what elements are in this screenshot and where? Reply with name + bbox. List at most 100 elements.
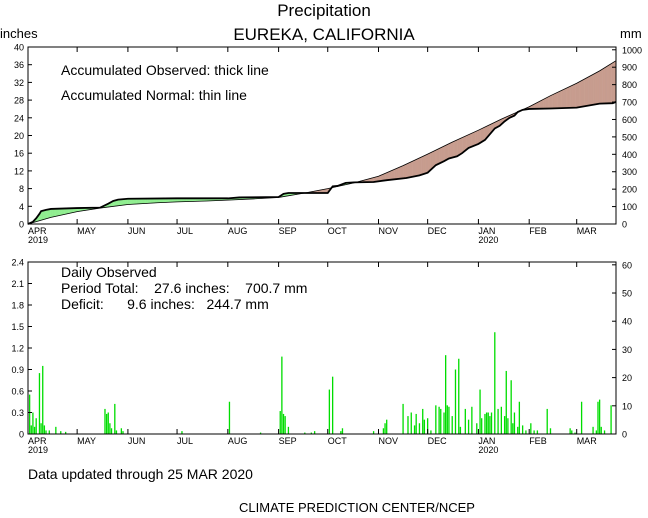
daily-precip-bar: [122, 431, 124, 434]
daily-precip-bar: [610, 405, 612, 434]
daily-precip-bar: [313, 431, 316, 434]
axis-tick-label: 0.9: [11, 365, 24, 375]
daily-precip-bar: [503, 416, 506, 434]
month-label: MAR: [577, 436, 598, 446]
daily-precip-bar: [328, 389, 331, 434]
daily-precip-bar: [426, 418, 429, 434]
daily-precip-bar: [518, 401, 521, 434]
axis-tick-label: 700: [622, 98, 637, 108]
daily-precip-bar: [384, 423, 386, 434]
daily-precip-bar: [435, 405, 437, 434]
daily-precip-bar: [38, 373, 41, 434]
axis-tick-label: 1.8: [11, 301, 24, 311]
daily-precip-bar: [304, 432, 306, 434]
axis-tick-label: 50: [622, 289, 632, 299]
month-label: JUL: [177, 436, 193, 446]
data-updated-note: Data updated through 25 MAR 2020: [28, 466, 253, 482]
month-label: JAN: [478, 226, 495, 236]
daily-precip-bar: [438, 406, 440, 434]
daily-precip-bar: [55, 426, 57, 434]
axis-tick-label: 1.5: [11, 322, 24, 332]
month-label: JUL: [177, 226, 193, 236]
month-label: APR: [28, 436, 47, 446]
daily-precip-bar: [600, 426, 602, 434]
daily-precip-bar: [340, 431, 342, 434]
daily-precip-bar: [114, 403, 116, 434]
month-label: AUG: [228, 226, 248, 236]
accumulated-observed-line: [27, 101, 617, 225]
daily-panel: 00.30.60.91.21.51.82.12.4 0102030405060 …: [11, 258, 632, 456]
daily-precip-bar: [479, 389, 481, 434]
daily-precip-bar: [443, 412, 445, 434]
daily-precip-bar: [110, 428, 113, 434]
daily-observed-label: Daily Observed: [61, 264, 157, 280]
axis-tick-label: 8: [19, 184, 24, 194]
daily-precip-bar: [603, 430, 606, 434]
daily-precip-bar: [521, 425, 524, 434]
daily-precip-bar: [423, 419, 426, 434]
axis-tick-label: 0: [622, 430, 627, 440]
daily-precip-bar: [418, 423, 421, 434]
month-label: AUG: [228, 436, 248, 446]
month-label: JUN: [128, 226, 145, 236]
daily-precip-bar: [512, 423, 514, 434]
daily-precip-bar: [105, 413, 108, 434]
daily-precip-bar: [569, 428, 571, 434]
legend-observed: Accumulated Observed: thick line: [61, 62, 269, 78]
axis-tick-label: 900: [622, 63, 637, 73]
daily-precip-bar: [48, 430, 50, 434]
axis-tick-label: 10: [622, 401, 632, 411]
month-label: FEB: [529, 226, 547, 236]
month-label: DEC: [428, 226, 448, 236]
daily-precip-bar: [32, 412, 34, 434]
daily-precip-bar: [598, 399, 601, 434]
chart-subtitle: EUREKA, CALIFORNIA: [233, 25, 415, 44]
daily-precip-bar: [448, 406, 450, 434]
daily-precip-bar: [372, 431, 375, 434]
deficit-label: Deficit: 9.6 inches: 244.7 mm: [61, 296, 269, 312]
daily-left-axis: 0 0.3 0.6 0.9 1.2 1.5 1.8 2.1 2.4: [11, 258, 32, 440]
accumulated-left-axis: 0 4 8 12 16 20 24 28 32 36 40: [14, 43, 32, 230]
month-label: MAY: [77, 226, 96, 236]
daily-precip-bar: [415, 413, 417, 434]
axis-tick-label: 20: [14, 131, 24, 141]
daily-precip-bar: [580, 401, 583, 434]
daily-precip-bar: [536, 430, 539, 434]
daily-precip-bar: [282, 413, 285, 434]
daily-precip-bar: [42, 365, 44, 434]
daily-precip-bar: [446, 405, 448, 434]
daily-bars: [28, 332, 612, 434]
daily-precip-bar: [507, 418, 509, 434]
daily-precip-bar: [410, 412, 412, 434]
daily-precip-bar: [513, 412, 516, 434]
daily-precip-bar: [287, 426, 290, 434]
daily-precip-bar: [476, 423, 478, 434]
daily-precip-bar: [115, 430, 118, 434]
daily-precip-bar: [597, 401, 599, 434]
accumulated-panel: 0 4 8 12 16 20 24 28 32 36 40 0 100 200 300 400 500 600 7…: [14, 43, 642, 246]
axis-tick-label: 40: [622, 317, 632, 327]
axis-tick-label: 0: [19, 430, 24, 440]
daily-precip-bar: [181, 431, 183, 434]
axis-tick-label: 300: [622, 167, 637, 177]
daily-precip-bar: [386, 419, 388, 434]
daily-precip-bar: [510, 380, 512, 434]
month-label: SEP: [279, 226, 297, 236]
year-label: 2019: [28, 445, 48, 455]
daily-precip-bar: [481, 418, 483, 434]
daily-precip-bar: [467, 419, 470, 434]
axis-tick-label: 36: [14, 60, 24, 70]
daily-precip-bar: [382, 428, 385, 434]
axis-tick-label: 100: [622, 202, 637, 212]
month-label: DEC: [428, 436, 448, 446]
axis-tick-label: 4: [19, 202, 24, 212]
left-unit-label: inches: [0, 26, 38, 41]
daily-precip-bar: [40, 423, 42, 434]
daily-precip-bar: [546, 408, 548, 434]
daily-precip-bar: [464, 408, 466, 434]
daily-precip-bar: [484, 413, 486, 434]
axis-tick-label: 16: [14, 149, 24, 159]
